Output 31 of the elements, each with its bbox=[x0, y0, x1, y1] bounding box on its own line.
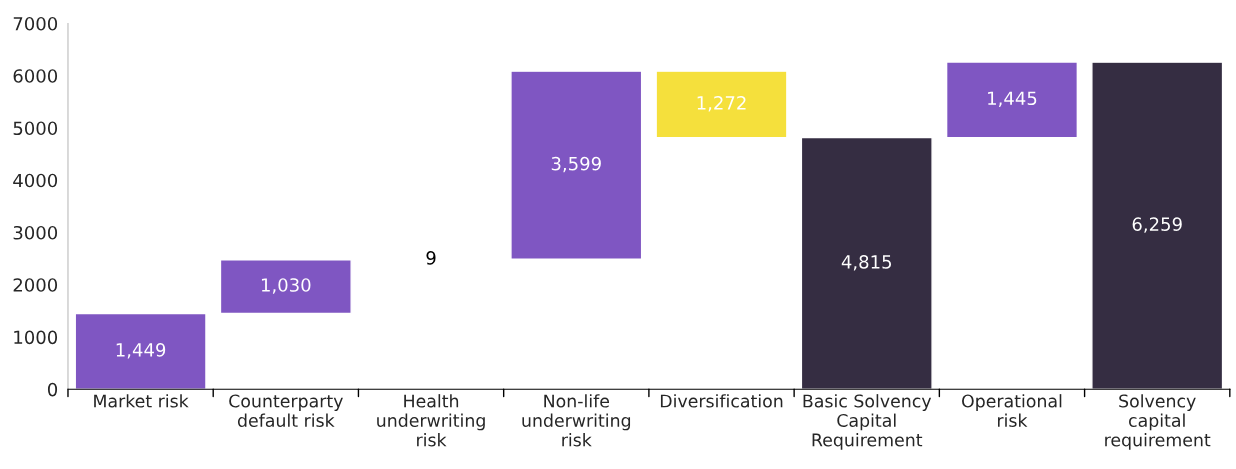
y-tick-label: 5000 bbox=[13, 121, 58, 136]
bar bbox=[800, 136, 933, 390]
y-tick-label: 1000 bbox=[14, 330, 58, 345]
x-tick-label: Basic Solvency Capital Requirement bbox=[803, 394, 932, 450]
data-label: 1,272 bbox=[697, 95, 746, 112]
data-label: 4,815 bbox=[841, 255, 892, 271]
bar bbox=[1091, 61, 1224, 390]
y-tick-label: 0 bbox=[47, 382, 58, 397]
bar bbox=[74, 312, 207, 390]
data-label: 3,599 bbox=[551, 156, 601, 173]
y-tick-label: 3000 bbox=[13, 225, 58, 240]
x-tick-label: Health underwriting risk bbox=[377, 394, 485, 447]
data-label: 1,449 bbox=[116, 342, 166, 359]
y-tick-label: 7000 bbox=[13, 16, 58, 31]
data-label: 6,259 bbox=[1132, 217, 1182, 233]
x-tick-label: Non-life underwriting risk bbox=[522, 394, 631, 447]
data-label: 1,030 bbox=[261, 278, 311, 294]
x-tick-label: Solvency capital requirement bbox=[1105, 394, 1211, 450]
x-tick-label: Counterparty default risk bbox=[229, 394, 343, 428]
y-tick-label: 4000 bbox=[13, 173, 58, 188]
x-tick-label: Operational risk bbox=[962, 394, 1062, 428]
bar bbox=[219, 259, 352, 315]
y-tick-label: 6000 bbox=[13, 69, 58, 83]
y-tick-label: 2000 bbox=[13, 278, 58, 292]
bar bbox=[655, 70, 788, 139]
bar bbox=[945, 61, 1079, 139]
bar bbox=[510, 70, 643, 260]
x-tick-label: Diversification bbox=[660, 394, 783, 408]
x-tick-label: Market risk bbox=[94, 394, 189, 408]
data-label: 1,445 bbox=[988, 91, 1037, 107]
data-label: 9 bbox=[426, 251, 436, 265]
